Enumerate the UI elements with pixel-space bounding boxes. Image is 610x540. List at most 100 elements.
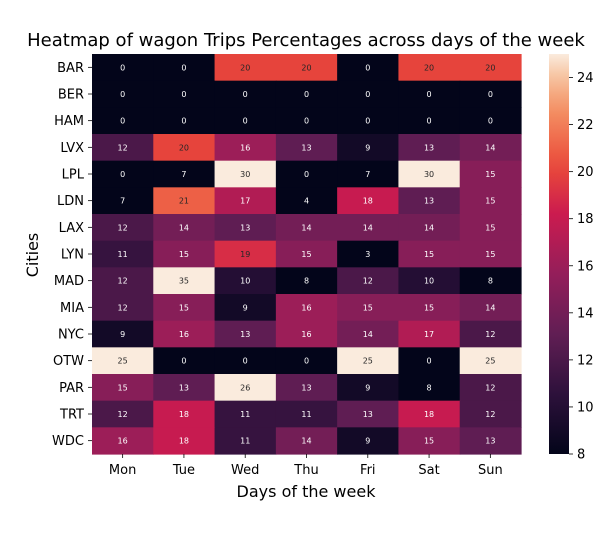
heatmap-cell <box>214 107 277 135</box>
heatmap-cell <box>275 134 338 162</box>
heatmap-cell <box>459 134 522 162</box>
colorbar-tick-label: 8 <box>577 448 585 463</box>
heatmap-cell <box>92 107 154 135</box>
cell-value-label: 7 <box>120 197 125 206</box>
heatmap-cell <box>214 80 277 108</box>
heatmap-cell <box>92 374 154 402</box>
cell-value-label: 0 <box>365 90 370 99</box>
heatmap-cell <box>92 160 154 188</box>
heatmap-cell <box>214 374 277 402</box>
cell-value-label: 25 <box>485 357 495 366</box>
heatmap-cell <box>275 267 338 295</box>
heatmap-cell <box>153 134 216 162</box>
cell-value-label: 11 <box>240 437 250 446</box>
cell-value-label: 17 <box>424 330 434 339</box>
cell-value-label: 15 <box>363 303 373 312</box>
heatmap-cell <box>275 160 338 188</box>
cell-value-label: 14 <box>363 223 373 232</box>
cell-value-label: 13 <box>301 383 311 392</box>
heatmap-cell <box>398 320 461 348</box>
cell-value-label: 20 <box>424 63 434 72</box>
heatmap-cell <box>337 187 400 215</box>
cell-value-label: 3 <box>365 250 370 259</box>
heatmap-cell <box>459 80 522 108</box>
colorbar-tick-label: 22 <box>577 118 594 133</box>
heatmap-cell <box>398 374 461 402</box>
cell-value-label: 0 <box>427 90 432 99</box>
x-tick-label: Sun <box>478 463 503 478</box>
heatmap-cell <box>337 427 400 455</box>
heatmap-cell <box>337 240 400 268</box>
cell-value-label: 0 <box>243 90 248 99</box>
cell-value-label: 0 <box>181 357 186 366</box>
cell-value-label: 12 <box>363 277 373 286</box>
heatmap-cell <box>92 54 154 82</box>
cell-value-label: 14 <box>301 223 311 232</box>
cell-value-label: 12 <box>118 303 128 312</box>
heatmap-cell <box>459 374 522 402</box>
heatmap-cell <box>92 240 154 268</box>
cell-value-label: 11 <box>240 410 250 419</box>
heatmap-cell <box>337 134 400 162</box>
y-tick-label: BER <box>58 88 84 103</box>
x-tick-label: Mon <box>109 463 136 478</box>
heatmap-cell <box>337 107 400 135</box>
colorbar-tick-label: 12 <box>577 353 594 368</box>
heatmap-cell <box>214 400 277 428</box>
y-tick-label: LPL <box>62 168 85 183</box>
heatmap-cell <box>153 427 216 455</box>
heatmap-cell <box>275 107 338 135</box>
cell-value-label: 15 <box>179 250 189 259</box>
heatmap-cell <box>92 134 154 162</box>
y-tick-label: HAM <box>54 114 84 129</box>
heatmap-cell <box>459 160 522 188</box>
cell-value-label: 0 <box>304 357 309 366</box>
heatmap-cell <box>153 160 216 188</box>
heatmap-cell <box>153 267 216 295</box>
y-tick-label: LVX <box>60 141 84 156</box>
heatmap-cell <box>214 214 277 242</box>
heatmap-cell <box>398 160 461 188</box>
heatmap-cell <box>153 107 216 135</box>
colorbar-tick-label: 20 <box>577 165 594 180</box>
cell-value-label: 0 <box>120 63 125 72</box>
cell-value-label: 7 <box>181 170 186 179</box>
heatmap-cell <box>214 347 277 375</box>
heatmap-cell <box>214 54 277 82</box>
heatmap-cell <box>92 294 154 322</box>
cell-value-label: 13 <box>485 437 495 446</box>
heatmap-cell <box>398 187 461 215</box>
x-tick-label: Tue <box>172 463 195 478</box>
heatmap-cell <box>153 80 216 108</box>
cell-value-label: 13 <box>424 143 434 152</box>
heatmap-cell <box>153 54 216 82</box>
cell-value-label: 15 <box>485 170 495 179</box>
heatmap-cell <box>337 214 400 242</box>
heatmap-cell <box>275 400 338 428</box>
chart-title: Heatmap of wagon Trips Percentages acros… <box>27 30 585 51</box>
heatmap-cell <box>92 320 154 348</box>
cell-value-label: 9 <box>243 303 248 312</box>
cell-value-label: 15 <box>118 383 128 392</box>
heatmap-cell <box>398 294 461 322</box>
y-tick-label: BAR <box>57 61 84 76</box>
colorbar <box>549 54 569 454</box>
cell-value-label: 21 <box>179 197 189 206</box>
cell-value-label: 0 <box>181 90 186 99</box>
heatmap-cell <box>275 240 338 268</box>
cell-value-label: 30 <box>240 170 250 179</box>
cell-value-label: 0 <box>488 90 493 99</box>
heatmap-cell <box>214 267 277 295</box>
cell-value-label: 0 <box>181 63 186 72</box>
y-tick-label: MIA <box>60 301 84 316</box>
heatmap-cell <box>153 347 216 375</box>
cell-value-label: 8 <box>488 277 493 286</box>
y-tick-labels: BAR BER HAM LVX LPL LDN LAX LYN MAD MIA NYC OTW PAR T… <box>52 61 92 449</box>
heatmap-cell <box>398 107 461 135</box>
cell-value-label: 13 <box>179 383 189 392</box>
heatmap-cell <box>153 400 216 428</box>
cell-value-label: 14 <box>485 143 495 152</box>
heatmap-cell <box>337 54 400 82</box>
cell-value-label: 0 <box>488 117 493 126</box>
